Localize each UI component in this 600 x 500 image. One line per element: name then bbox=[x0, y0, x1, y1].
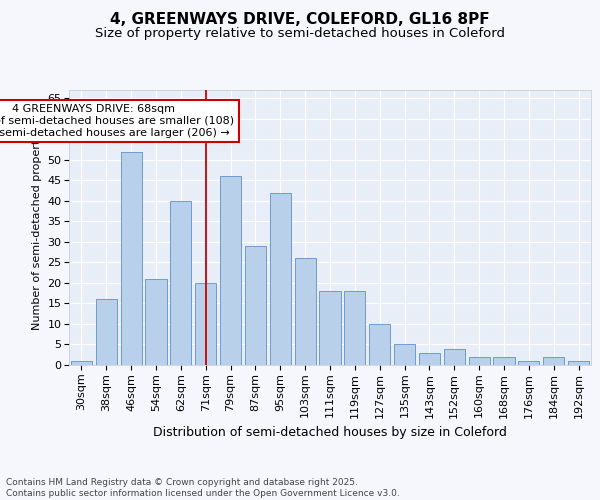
Bar bbox=[71, 361, 92, 365]
Bar bbox=[96, 300, 117, 365]
Bar bbox=[195, 283, 216, 365]
Text: 4, GREENWAYS DRIVE, COLEFORD, GL16 8PF: 4, GREENWAYS DRIVE, COLEFORD, GL16 8PF bbox=[110, 12, 490, 28]
Bar bbox=[145, 279, 167, 365]
Text: 4 GREENWAYS DRIVE: 68sqm
← 34% of semi-detached houses are smaller (108)
65% of : 4 GREENWAYS DRIVE: 68sqm ← 34% of semi-d… bbox=[0, 104, 235, 138]
Bar bbox=[568, 361, 589, 365]
Bar bbox=[170, 201, 191, 365]
Bar bbox=[270, 192, 291, 365]
Bar bbox=[543, 357, 564, 365]
Bar bbox=[518, 361, 539, 365]
Bar bbox=[469, 357, 490, 365]
Bar bbox=[394, 344, 415, 365]
Bar bbox=[319, 291, 341, 365]
Bar bbox=[220, 176, 241, 365]
Y-axis label: Number of semi-detached properties: Number of semi-detached properties bbox=[32, 124, 41, 330]
Bar bbox=[419, 352, 440, 365]
Bar bbox=[245, 246, 266, 365]
Bar bbox=[369, 324, 390, 365]
Bar bbox=[121, 152, 142, 365]
X-axis label: Distribution of semi-detached houses by size in Coleford: Distribution of semi-detached houses by … bbox=[153, 426, 507, 439]
Bar bbox=[493, 357, 515, 365]
Bar bbox=[344, 291, 365, 365]
Text: Size of property relative to semi-detached houses in Coleford: Size of property relative to semi-detach… bbox=[95, 28, 505, 40]
Bar bbox=[295, 258, 316, 365]
Bar bbox=[444, 348, 465, 365]
Text: Contains HM Land Registry data © Crown copyright and database right 2025.
Contai: Contains HM Land Registry data © Crown c… bbox=[6, 478, 400, 498]
